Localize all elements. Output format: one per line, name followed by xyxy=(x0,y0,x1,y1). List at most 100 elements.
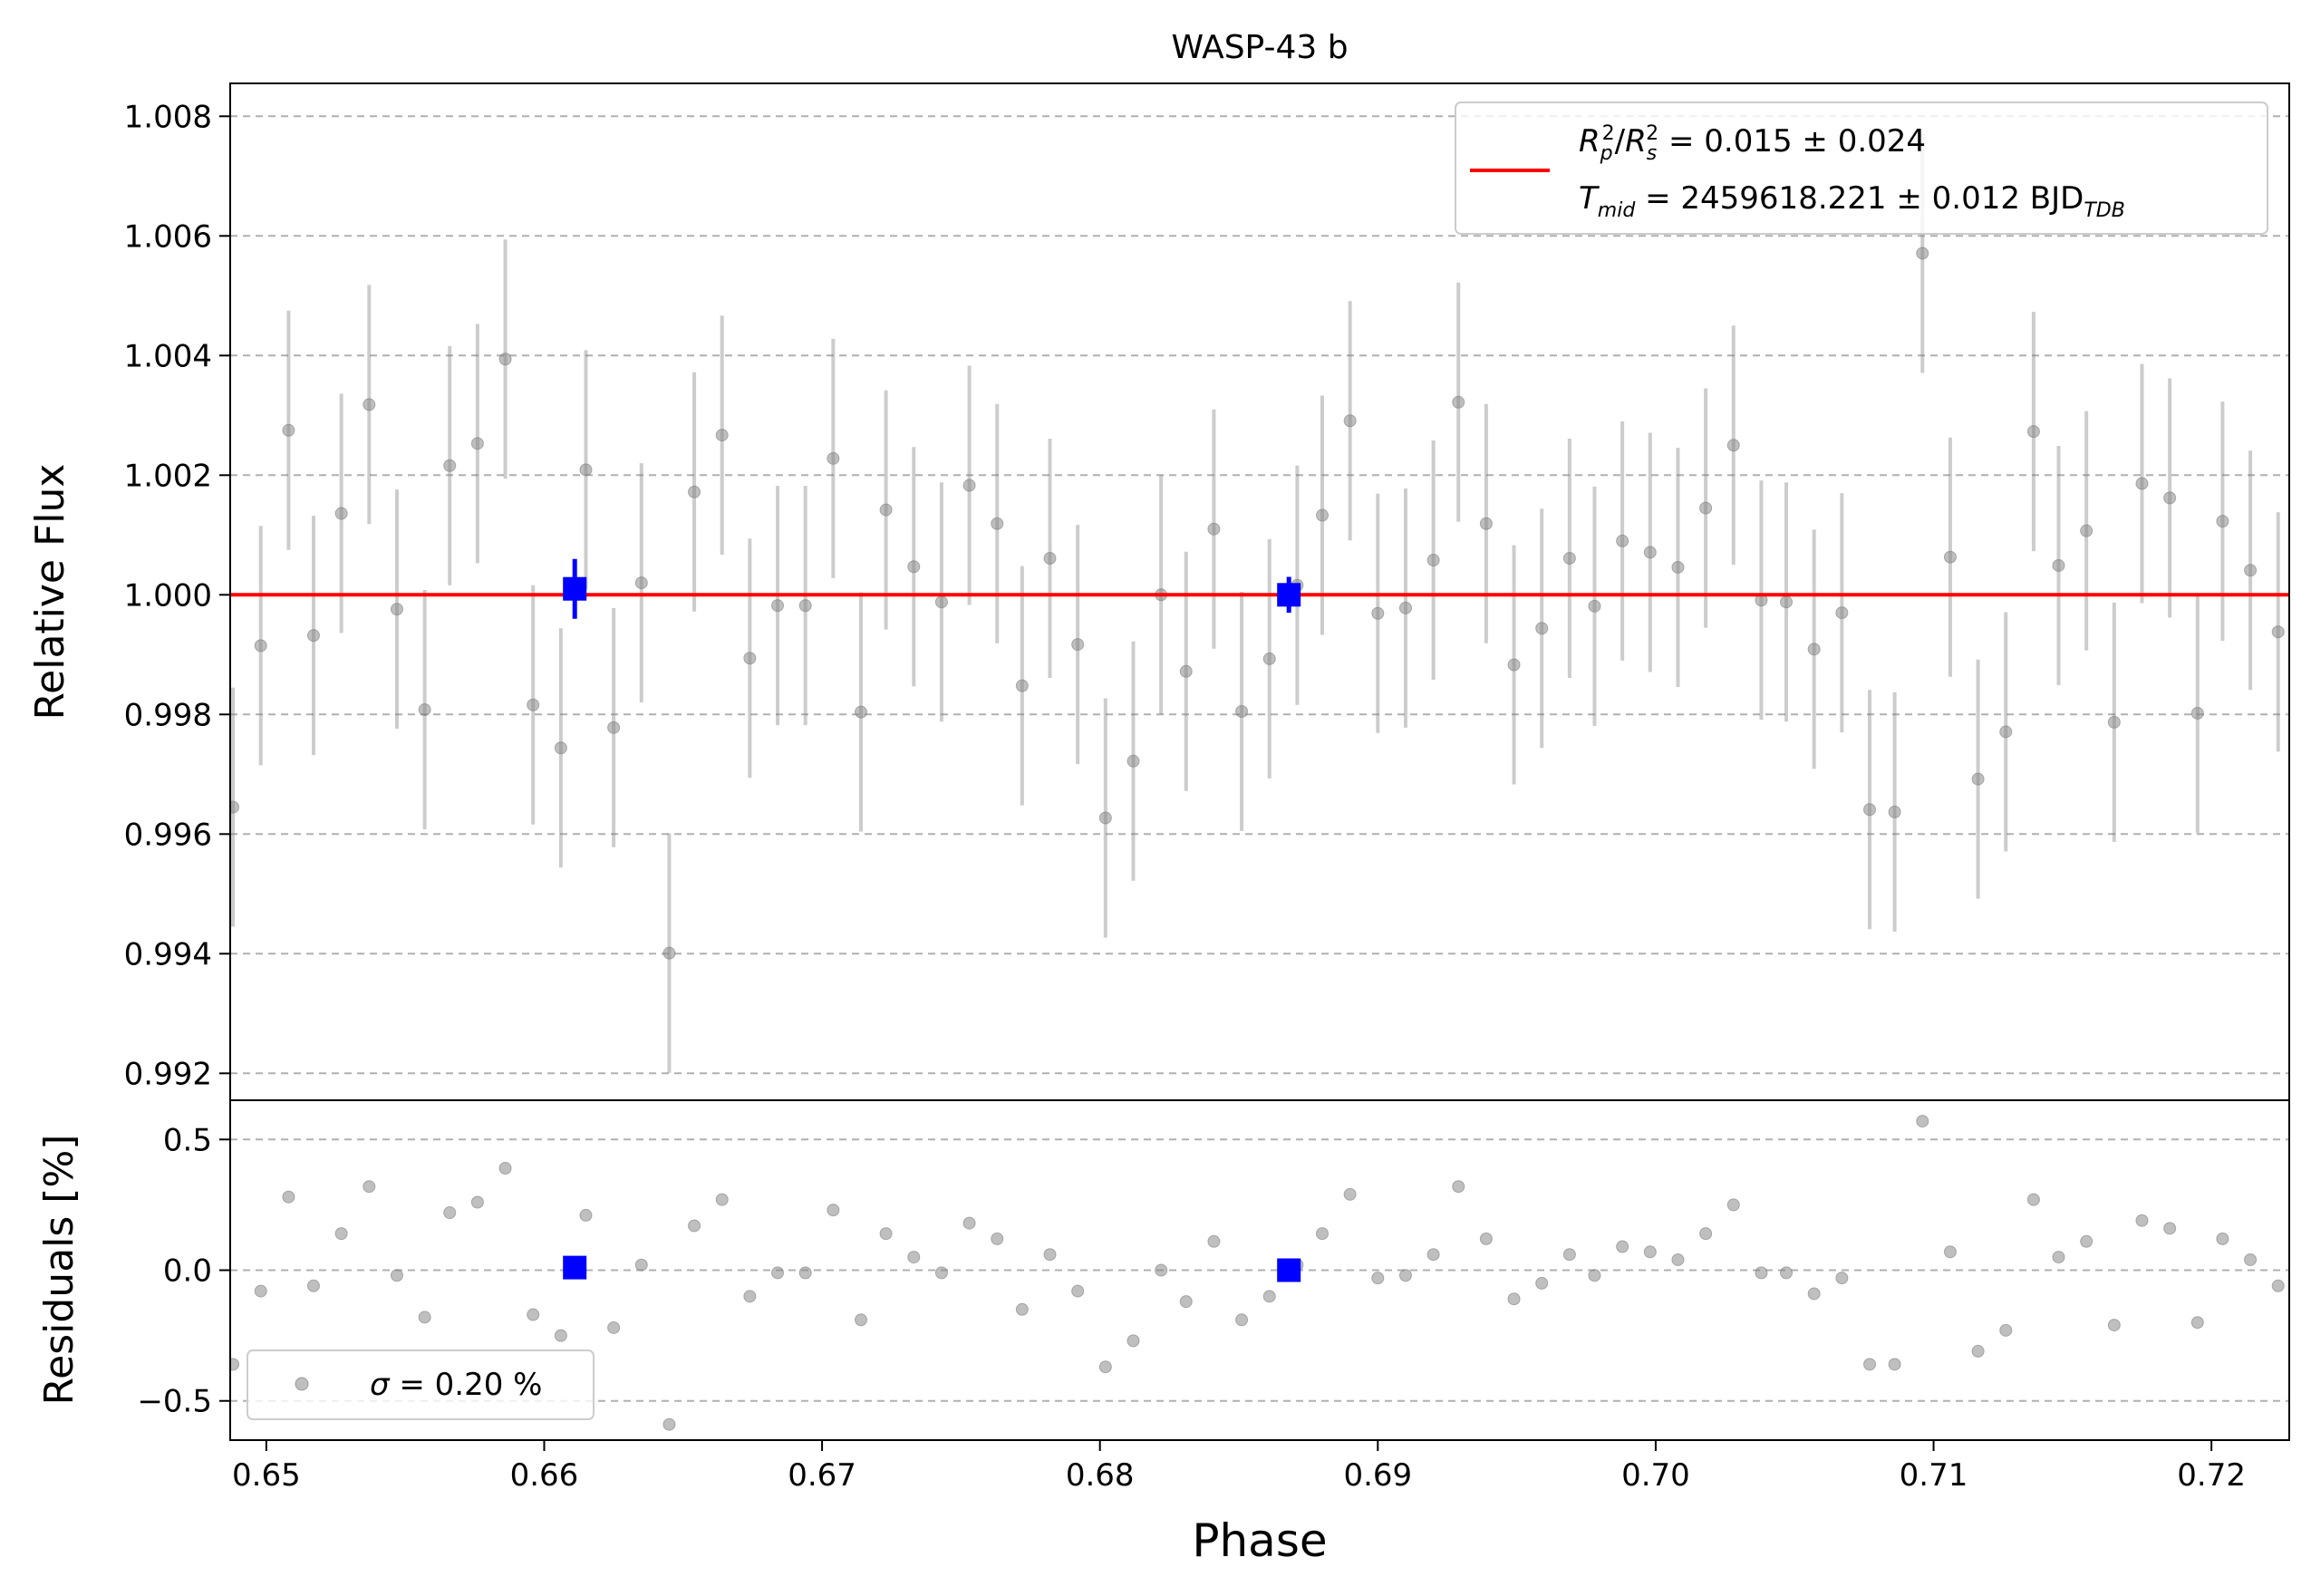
flux-point xyxy=(363,398,376,411)
residual-point xyxy=(715,1193,729,1206)
residual-point xyxy=(254,1284,267,1298)
residual-point xyxy=(1588,1269,1601,1282)
flux-point xyxy=(1126,754,1140,768)
flux-point xyxy=(855,705,868,719)
residual-point xyxy=(2052,1251,2065,1264)
residual-point xyxy=(230,1358,240,1371)
flux-point xyxy=(1943,550,1957,564)
flux-point xyxy=(418,703,431,717)
residual-point xyxy=(282,1190,295,1204)
residual-point xyxy=(2135,1214,2149,1227)
legend-tmid-label: Tmid = 2459618.221 ± 0.012 BJDTDB xyxy=(1579,180,2125,222)
flux-ylabel: Relative Flux xyxy=(27,464,73,721)
flux-point xyxy=(2052,558,2065,572)
residual-point xyxy=(1999,1323,2013,1337)
flux-point xyxy=(1916,247,1929,260)
flux-point xyxy=(1535,622,1549,635)
binned-residual-point xyxy=(1277,1258,1301,1282)
xtick-label: 0.72 xyxy=(2177,1457,2246,1494)
flux-point xyxy=(390,603,403,616)
flux-point xyxy=(743,652,757,665)
residual-point xyxy=(827,1204,840,1217)
residual-point xyxy=(662,1417,676,1431)
flux-point xyxy=(771,599,785,613)
flux-ytick-label: 1.006 xyxy=(124,218,212,255)
flux-point xyxy=(2026,425,2040,439)
flux-point xyxy=(1726,439,1740,452)
flux-ytick-label: 1.008 xyxy=(124,99,212,135)
flux-point xyxy=(2135,477,2149,490)
residual-point xyxy=(306,1279,320,1292)
residual-point xyxy=(1507,1292,1521,1306)
flux-point xyxy=(254,639,267,653)
residual-point xyxy=(1671,1253,1685,1266)
binned-flux-point xyxy=(563,576,587,601)
legend-residual-marker xyxy=(295,1377,309,1391)
residual-points xyxy=(230,1115,2285,1431)
flux-ytick-label: 1.002 xyxy=(124,458,212,494)
residual-point xyxy=(1943,1245,1957,1259)
binned-residual-point xyxy=(563,1255,587,1280)
flux-legend-box xyxy=(1455,102,2268,235)
residual-point xyxy=(1780,1266,1794,1280)
flux-point xyxy=(1835,606,1849,620)
flux-point xyxy=(2271,625,2285,639)
flux-y-ticks: 0.992 0.994 0.996 0.998 1.000 1.002 1.004 1.006… xyxy=(124,99,230,1092)
residual-point xyxy=(554,1329,567,1342)
residual-point xyxy=(363,1180,376,1194)
residual-point xyxy=(1155,1263,1168,1277)
residual-point xyxy=(418,1311,431,1324)
flux-ytick-label: 0.992 xyxy=(124,1056,212,1092)
residual-point xyxy=(855,1313,868,1327)
residual-point xyxy=(879,1227,893,1241)
flux-point xyxy=(334,507,348,520)
flux-point xyxy=(827,451,840,465)
residual-point xyxy=(1126,1334,1140,1348)
residual-point xyxy=(1726,1198,1740,1212)
residual-point xyxy=(607,1320,621,1334)
legend-depth-label: Rp2/Rs2 = 0.015 ± 0.024 xyxy=(1579,122,1926,165)
flux-point xyxy=(607,721,621,734)
residual-ylabel: Residuals [%] xyxy=(36,1135,82,1406)
residual-point xyxy=(1371,1272,1385,1285)
residual-point xyxy=(1971,1344,1985,1358)
residual-point xyxy=(1315,1227,1329,1241)
residual-point xyxy=(2244,1253,2258,1266)
residual-point xyxy=(527,1308,540,1321)
residual-point xyxy=(1098,1360,1112,1374)
flux-point xyxy=(554,741,567,755)
residual-point xyxy=(1835,1272,1849,1285)
flux-point xyxy=(1262,652,1276,665)
flux-point xyxy=(579,463,593,477)
flux-ytick-label: 0.998 xyxy=(124,697,212,733)
flux-point xyxy=(1343,414,1357,428)
residual-point xyxy=(2163,1222,2177,1235)
flux-point xyxy=(634,576,648,590)
flux-point xyxy=(282,423,295,437)
flux-point xyxy=(962,479,976,492)
residual-ytick-label: −0.5 xyxy=(137,1384,212,1420)
flux-point xyxy=(1371,606,1385,620)
residual-point xyxy=(743,1290,757,1303)
flux-panel: 0.992 0.994 0.996 0.998 1.000 1.002 1.004 1.006… xyxy=(27,82,2290,1101)
residual-legend-box xyxy=(247,1349,595,1420)
residual-point xyxy=(579,1208,593,1222)
flux-point xyxy=(1562,552,1576,566)
residual-point xyxy=(962,1216,976,1230)
flux-point xyxy=(443,459,457,472)
x-ticks: 0.65 0.66 0.67 0.68 0.69 0.70 0.71 0.72 xyxy=(232,1440,2246,1494)
residual-point xyxy=(1207,1234,1221,1248)
residual-point xyxy=(1452,1180,1465,1194)
residual-point xyxy=(688,1219,701,1233)
residual-point xyxy=(1535,1276,1549,1290)
flux-point xyxy=(1780,595,1794,609)
residual-point xyxy=(2190,1316,2204,1330)
residual-point xyxy=(498,1162,512,1175)
flux-point xyxy=(1015,679,1029,692)
flux-point xyxy=(230,800,240,814)
flux-point xyxy=(1807,643,1821,656)
flux-point xyxy=(498,353,512,366)
residual-point xyxy=(1755,1266,1768,1280)
residual-point xyxy=(798,1266,812,1280)
flux-point xyxy=(1043,552,1057,566)
